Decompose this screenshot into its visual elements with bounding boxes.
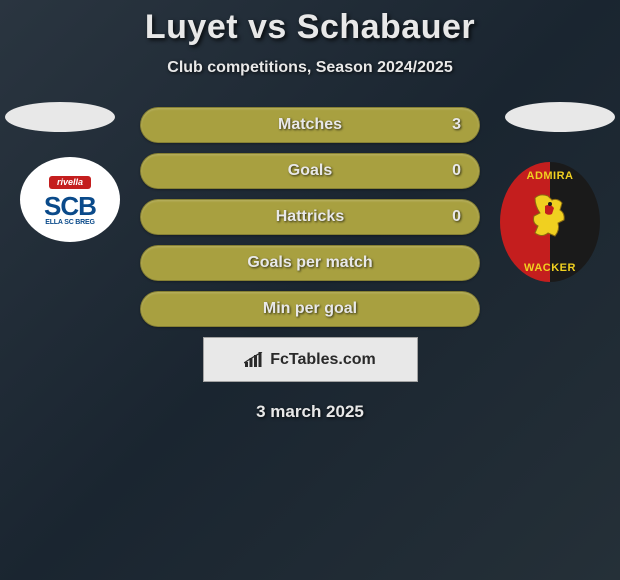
right-club-badge: ADMIRA WACKER <box>500 162 600 282</box>
stat-value: 3 <box>452 116 461 134</box>
stat-label: Goals per match <box>247 254 372 272</box>
subtitle: Club competitions, Season 2024/2025 <box>0 59 620 77</box>
stat-row-hattricks: Hattricks 0 <box>140 199 480 235</box>
left-badge-ribbon: rivella <box>49 176 91 189</box>
page-title: Luyet vs Schabauer <box>0 8 620 47</box>
right-badge-bottom-text: WACKER <box>500 262 600 274</box>
stat-label: Min per goal <box>263 300 357 318</box>
right-badge-top-text: ADMIRA <box>500 170 600 182</box>
stat-row-goals: Goals 0 <box>140 153 480 189</box>
right-badge-content: ADMIRA WACKER <box>500 162 600 282</box>
stats-list: Matches 3 Goals 0 Hattricks 0 Goals per … <box>140 107 480 327</box>
griffin-icon <box>520 188 580 248</box>
date-text: 3 march 2025 <box>0 402 620 422</box>
left-badge-acronym: SCB <box>44 193 96 219</box>
stat-row-goals-per-match: Goals per match <box>140 245 480 281</box>
main-container: Luyet vs Schabauer Club competitions, Se… <box>0 0 620 422</box>
comparison-area: rivella SCB ELLA SC BREG ADMIRA WACKER M… <box>0 107 620 422</box>
stat-label: Matches <box>278 116 342 134</box>
left-ellipse-decor <box>5 102 115 132</box>
left-club-badge: rivella SCB ELLA SC BREG <box>20 157 120 242</box>
stat-label: Hattricks <box>276 208 344 226</box>
stat-value: 0 <box>452 208 461 226</box>
stat-value: 0 <box>452 162 461 180</box>
stat-row-matches: Matches 3 <box>140 107 480 143</box>
brand-box: FcTables.com <box>203 337 418 382</box>
bar-chart-icon <box>244 352 264 368</box>
brand-text: FcTables.com <box>270 351 376 369</box>
stat-label: Goals <box>288 162 332 180</box>
right-ellipse-decor <box>505 102 615 132</box>
stat-row-min-per-goal: Min per goal <box>140 291 480 327</box>
left-badge-subtext: ELLA SC BREG <box>44 219 96 226</box>
left-badge-content: rivella SCB ELLA SC BREG <box>44 173 96 226</box>
